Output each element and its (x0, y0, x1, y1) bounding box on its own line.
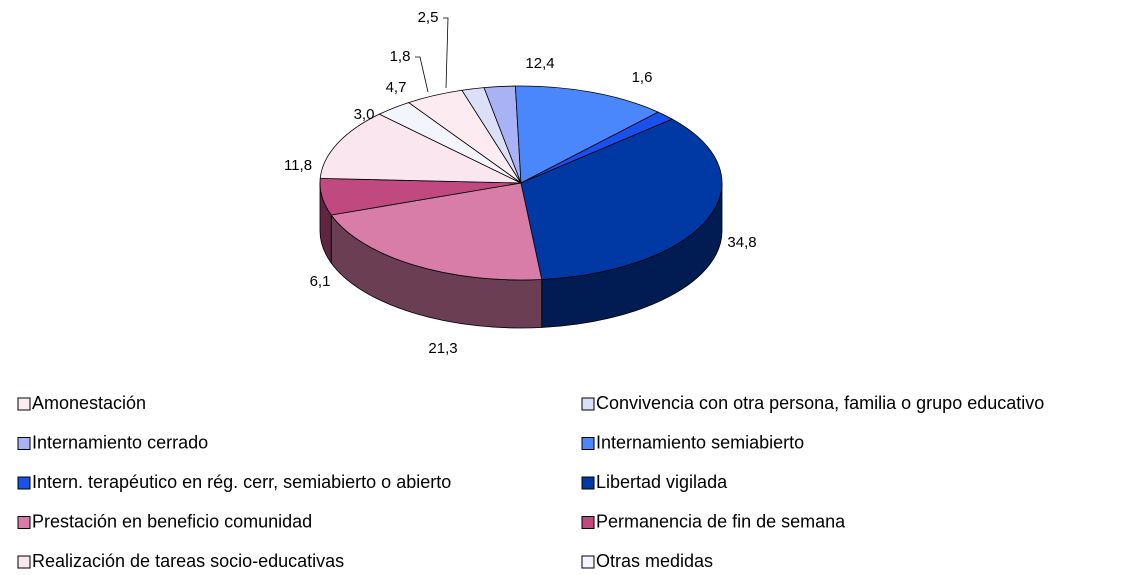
pie-slice (514, 85, 660, 184)
legend-swatch (581, 476, 595, 490)
pie-slice (330, 182, 543, 281)
data-label: 1,6 (632, 69, 653, 86)
data-label: 12,4 (525, 55, 554, 72)
legend-swatch (17, 516, 31, 529)
pie-slice (319, 113, 522, 184)
data-label: 21,3 (428, 340, 457, 357)
legend-label: Libertad vigilada (596, 472, 728, 492)
legend-label: Internamiento cerrado (32, 432, 208, 452)
legend-swatch (581, 555, 595, 569)
pie-slice (378, 102, 522, 184)
data-label: 34,8 (727, 234, 756, 251)
leader-line (415, 56, 429, 93)
legend-swatch (17, 397, 31, 411)
legend-swatch (581, 397, 595, 411)
legend-label: Internamiento semiabierto (596, 432, 804, 452)
legend-label: Amonestación (32, 393, 146, 413)
data-label: 4,7 (386, 79, 407, 96)
pie-slice (520, 118, 723, 280)
legend-label: Intern. terapéutico en rég. cerr, semiab… (32, 472, 451, 492)
data-label: 11,8 (284, 157, 312, 174)
legend-label: Realización de tareas socio-educativas (32, 551, 344, 571)
legend-label: Prestación en beneficio comunidad (32, 511, 312, 531)
legend-label: Permanencia de fin de semana (596, 511, 846, 531)
legend-label: Otras medidas (596, 551, 713, 571)
legend-swatch (581, 516, 595, 529)
legend-swatch (17, 555, 31, 569)
legend-label: Convivencia con otra persona, familia o … (596, 393, 1044, 413)
data-label: 6,1 (310, 273, 331, 290)
pie-tops (319, 85, 723, 281)
legend-swatch (17, 437, 31, 450)
data-label: 3,0 (354, 106, 375, 123)
data-label: 2,5 (418, 9, 439, 26)
leader-line (443, 17, 449, 89)
data-label: 1,8 (390, 48, 411, 65)
legend-swatch (581, 437, 595, 450)
legend-swatch (17, 476, 31, 490)
